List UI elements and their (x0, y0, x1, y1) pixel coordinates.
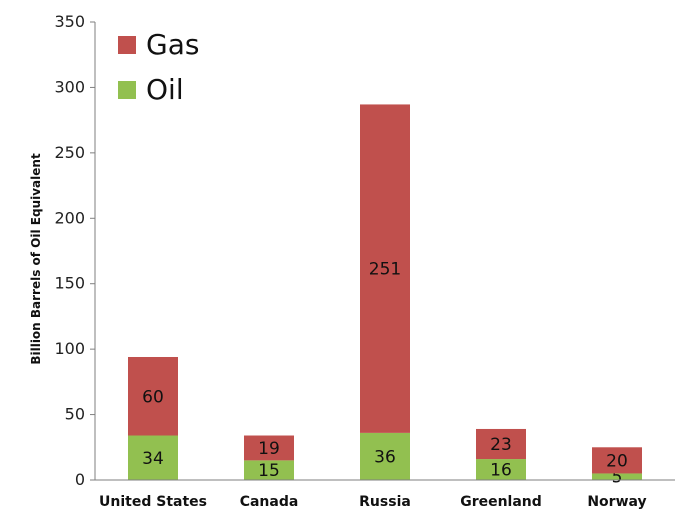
data-label-oil-canada: 15 (258, 461, 280, 481)
data-label-gas-russia: 251 (369, 260, 401, 280)
bar-oil-united-states (128, 435, 178, 480)
bar-gas-greenland (476, 428, 526, 460)
data-label-oil-united-states: 34 (142, 449, 164, 469)
y-tick-label-100: 100 (54, 339, 85, 358)
x-tick-label-greenland: Greenland (460, 494, 542, 510)
data-label-oil-norway: 5 (612, 468, 623, 488)
bar-gas-canada (244, 435, 294, 461)
legend-label-gas: Gas (146, 28, 199, 61)
x-tick-label-norway: Norway (587, 494, 646, 510)
y-tick-label-250: 250 (54, 143, 85, 162)
x-tick-label-united-states: United States (99, 494, 207, 510)
x-tick-label-russia: Russia (359, 494, 411, 510)
data-label-oil-greenland: 16 (490, 461, 512, 481)
x-tick-label-canada: Canada (240, 494, 299, 510)
legend-swatch-oil (118, 81, 136, 99)
y-tick-label-350: 350 (54, 12, 85, 31)
bar-gas-united-states (128, 356, 178, 436)
bar-oil-norway (592, 473, 642, 480)
y-tick-label-300: 300 (54, 77, 85, 96)
legend: Gas Oil (118, 28, 199, 106)
bar-oil-russia (360, 432, 410, 480)
y-axis-title: Billion Barrels of Oil Equivalent (29, 153, 43, 365)
axes: 0 50 100 150 200 250 300 350 Billion Barrels of … (29, 12, 675, 510)
y-tick-label-50: 50 (65, 405, 85, 424)
data-label-gas-united-states: 60 (142, 387, 164, 407)
data-label-oil-russia: 36 (374, 447, 396, 467)
data-label-gas-canada: 19 (258, 439, 280, 459)
legend-swatch-gas (118, 36, 136, 54)
legend-label-oil: Oil (146, 73, 184, 106)
bar-gas-norway (592, 447, 642, 474)
y-tick-label-0: 0 (75, 470, 85, 489)
y-tick-label-150: 150 (54, 274, 85, 293)
data-label-gas-norway: 20 (606, 451, 628, 471)
bar-oil-greenland (476, 459, 526, 480)
bar-gas-russia (360, 104, 410, 433)
y-tick-label-200: 200 (54, 208, 85, 227)
bar-oil-canada (244, 460, 294, 480)
data-label-gas-greenland: 23 (490, 435, 512, 455)
